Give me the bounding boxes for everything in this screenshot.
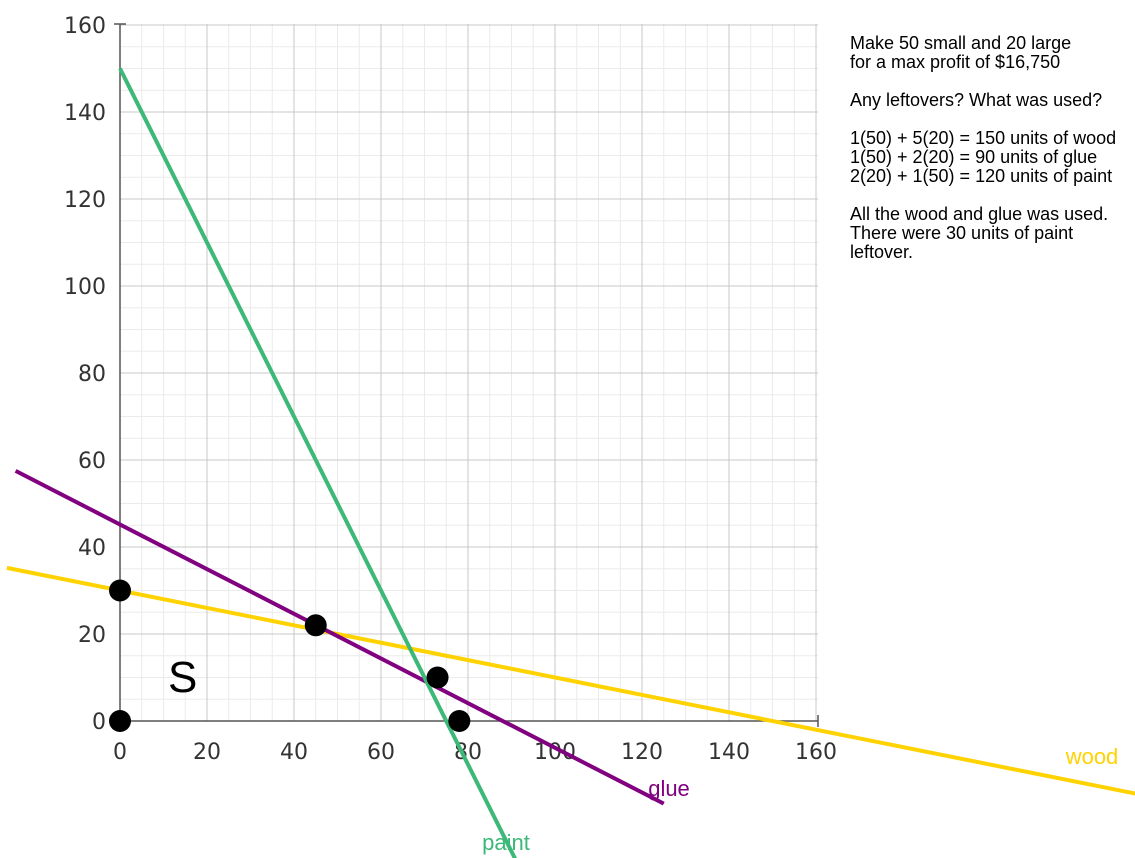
y-tick-label: 140 xyxy=(64,101,106,126)
y-tick-label: 160 xyxy=(64,14,106,39)
notes-line: 2(20) + 1(50) = 120 units of paint xyxy=(850,166,1113,186)
vertex-point xyxy=(109,579,131,602)
y-tick-label: 80 xyxy=(78,362,106,387)
vertex-point xyxy=(426,666,449,689)
notes-line: All the wood and glue was used. xyxy=(850,204,1109,224)
x-tick-label: 20 xyxy=(193,740,221,765)
constraint-lines xyxy=(6,67,1135,858)
y-tick-label: 20 xyxy=(78,623,106,648)
vertex-point xyxy=(304,614,327,637)
x-tick-label: 160 xyxy=(795,740,837,765)
notes-line: 1(50) + 5(20) = 150 units of wood xyxy=(850,128,1117,148)
notes-line: Make 50 small and 20 large xyxy=(850,34,1072,53)
grid-major xyxy=(120,24,818,721)
vertex-points xyxy=(109,579,471,732)
notes-line: leftover. xyxy=(850,242,914,262)
constraint-label-glue: glue xyxy=(648,776,690,801)
constraint-labels: wood glue paint xyxy=(482,744,1118,855)
vertex-point xyxy=(109,710,131,732)
x-tick-label: 0 xyxy=(113,740,127,765)
x-tick-label: 140 xyxy=(708,740,750,765)
notes-paragraph: All the wood and glue was used. There wer… xyxy=(850,205,1135,262)
x-tick-label: 40 xyxy=(280,740,308,765)
x-tick-label: 60 xyxy=(367,740,395,765)
solution-notes: Make 50 small and 20 large for a max prof… xyxy=(850,34,1135,281)
y-tick-label: 120 xyxy=(64,188,106,213)
notes-line: for a max profit of $16,750 xyxy=(850,52,1061,72)
y-tick-label: 0 xyxy=(92,710,106,735)
notes-paragraph: Make 50 small and 20 large for a max prof… xyxy=(850,34,1135,72)
x-tick-label: 120 xyxy=(621,740,663,765)
vertex-point xyxy=(448,710,471,732)
constraint-line-glue xyxy=(14,469,665,806)
notes-paragraph: Any leftovers? What was used? xyxy=(850,91,1135,110)
y-tick-label: 60 xyxy=(78,449,106,474)
constraint-label-wood: wood xyxy=(1065,744,1119,769)
axes xyxy=(114,23,819,727)
notes-paragraph: 1(50) + 5(20) = 150 units of wood 1(50) +… xyxy=(850,129,1135,186)
y-tick-label: 100 xyxy=(64,275,106,300)
notes-line: 1(50) + 2(20) = 90 units of glue xyxy=(850,147,1098,167)
notes-line: There were 30 units of paint xyxy=(850,223,1074,243)
tick-labels: 0 20 40 60 80 100 120 140 1600204060801001201401… xyxy=(64,14,837,765)
constraint-label-paint: paint xyxy=(482,830,530,855)
y-tick-label: 40 xyxy=(78,536,106,561)
constraint-line-paint xyxy=(118,67,517,858)
notes-line: Any leftovers? What was used? xyxy=(850,90,1103,110)
feasible-region-label: S xyxy=(168,653,197,702)
constraint-line-wood xyxy=(6,565,1135,796)
x-tick-label: 100 xyxy=(534,740,576,765)
